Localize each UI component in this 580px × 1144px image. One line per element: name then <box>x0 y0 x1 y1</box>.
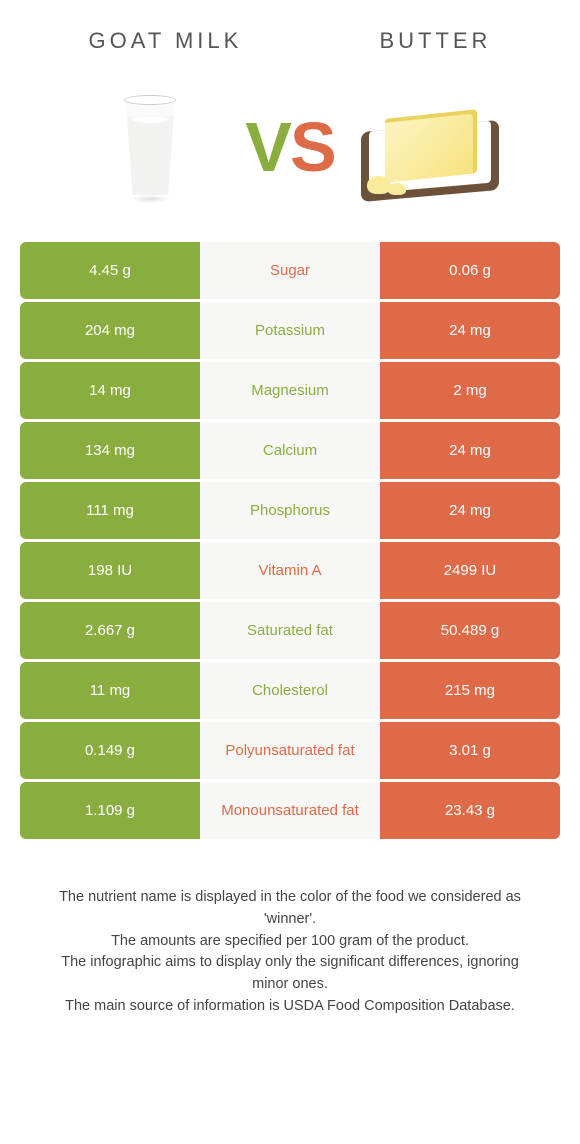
value-left: 14 mg <box>20 362 200 419</box>
nutrient-name: Phosphorus <box>200 482 380 539</box>
table-row: 11 mgCholesterol215 mg <box>20 662 560 719</box>
footer-line: The amounts are specified per 100 gram o… <box>45 931 535 953</box>
hero: VS <box>0 62 580 242</box>
value-right: 2499 IU <box>380 542 560 599</box>
value-left: 204 mg <box>20 302 200 359</box>
value-right: 50.489 g <box>380 602 560 659</box>
value-left: 0.149 g <box>20 722 200 779</box>
value-right: 24 mg <box>380 482 560 539</box>
table-row: 2.667 gSaturated fat50.489 g <box>20 602 560 659</box>
value-left: 1.109 g <box>20 782 200 839</box>
value-left: 198 IU <box>20 542 200 599</box>
footer-notes: The nutrient name is displayed in the co… <box>0 842 580 1018</box>
value-left: 134 mg <box>20 422 200 479</box>
vs-s: S <box>290 108 335 186</box>
nutrient-name: Sugar <box>200 242 380 299</box>
nutrient-name: Saturated fat <box>200 602 380 659</box>
value-right: 24 mg <box>380 422 560 479</box>
value-right: 23.43 g <box>380 782 560 839</box>
footer-line: The main source of information is USDA F… <box>45 996 535 1018</box>
table-row: 204 mgPotassium24 mg <box>20 302 560 359</box>
footer-line: The nutrient name is displayed in the co… <box>45 887 535 931</box>
goat-milk-image <box>75 82 225 212</box>
value-left: 111 mg <box>20 482 200 539</box>
nutrient-name: Magnesium <box>200 362 380 419</box>
value-right: 24 mg <box>380 302 560 359</box>
table-row: 198 IUVitamin A2499 IU <box>20 542 560 599</box>
nutrient-name: Cholesterol <box>200 662 380 719</box>
nutrient-name: Vitamin A <box>200 542 380 599</box>
value-left: 11 mg <box>20 662 200 719</box>
value-right: 2 mg <box>380 362 560 419</box>
value-left: 2.667 g <box>20 602 200 659</box>
footer-line: The infographic aims to display only the… <box>45 952 535 996</box>
value-left: 4.45 g <box>20 242 200 299</box>
table-row: 4.45 gSugar0.06 g <box>20 242 560 299</box>
nutrient-name: Polyunsaturated fat <box>200 722 380 779</box>
value-right: 3.01 g <box>380 722 560 779</box>
nutrient-name: Calcium <box>200 422 380 479</box>
value-right: 0.06 g <box>380 242 560 299</box>
nutrient-name: Monounsaturated fat <box>200 782 380 839</box>
table-row: 1.109 gMonounsaturated fat23.43 g <box>20 782 560 839</box>
table-row: 111 mgPhosphorus24 mg <box>20 482 560 539</box>
vs-v: V <box>245 108 290 186</box>
table-row: 14 mgMagnesium2 mg <box>20 362 560 419</box>
value-right: 215 mg <box>380 662 560 719</box>
comparison-table: 4.45 gSugar0.06 g204 mgPotassium24 mg14 … <box>20 242 560 839</box>
butter-image <box>355 82 505 212</box>
table-row: 0.149 gPolyunsaturated fat3.01 g <box>20 722 560 779</box>
nutrient-name: Potassium <box>200 302 380 359</box>
title-right: BUTTER <box>379 28 491 54</box>
title-left: GOAT MILK <box>89 28 243 54</box>
table-row: 134 mgCalcium24 mg <box>20 422 560 479</box>
vs-label: VS <box>245 107 334 187</box>
header: GOAT MILK BUTTER <box>0 0 580 62</box>
